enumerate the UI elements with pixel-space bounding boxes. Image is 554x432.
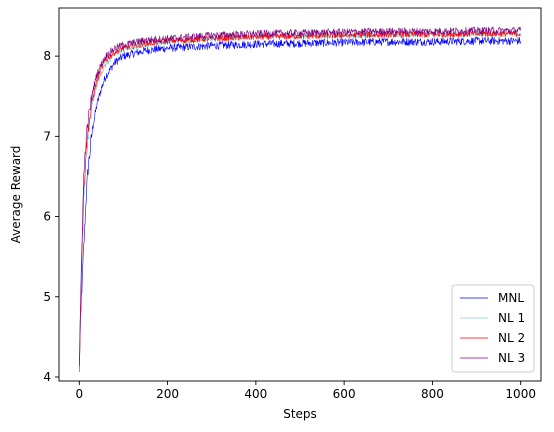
axes (58, 7, 542, 382)
x-tick-label: 800 (421, 387, 444, 401)
plot-frame (58, 7, 542, 382)
legend-label: NL 2 (498, 331, 525, 345)
legend-box (451, 284, 535, 373)
x-tick-label: 1000 (505, 387, 536, 401)
y-tick-label: 6 (43, 210, 51, 224)
legend-label: NL 3 (498, 351, 525, 365)
y-axis-label: Average Reward (9, 146, 23, 244)
plot-lines (79, 26, 521, 373)
y-tick-label: 5 (43, 290, 51, 304)
series-line-mnl (79, 36, 521, 363)
series-line-nl-3 (79, 26, 521, 367)
legend-label: NL 1 (498, 311, 525, 325)
y-axis-ticks: 4 5 6 7 8 (43, 49, 59, 384)
y-tick-label: 7 (43, 129, 51, 143)
y-tick-label: 4 (43, 370, 51, 384)
x-tick-label: 400 (244, 387, 267, 401)
x-axis-label: Steps (283, 407, 317, 421)
y-tick-label: 8 (43, 49, 51, 63)
x-tick-label: 200 (156, 387, 179, 401)
x-tick-label: 600 (333, 387, 356, 401)
legend-label: MNL (498, 291, 524, 305)
x-tick-label: 0 (75, 387, 83, 401)
legend: MNL NL 1 NL 2 NL 3 (451, 284, 535, 373)
x-axis-ticks: 0 200 400 600 800 1000 (75, 381, 536, 401)
